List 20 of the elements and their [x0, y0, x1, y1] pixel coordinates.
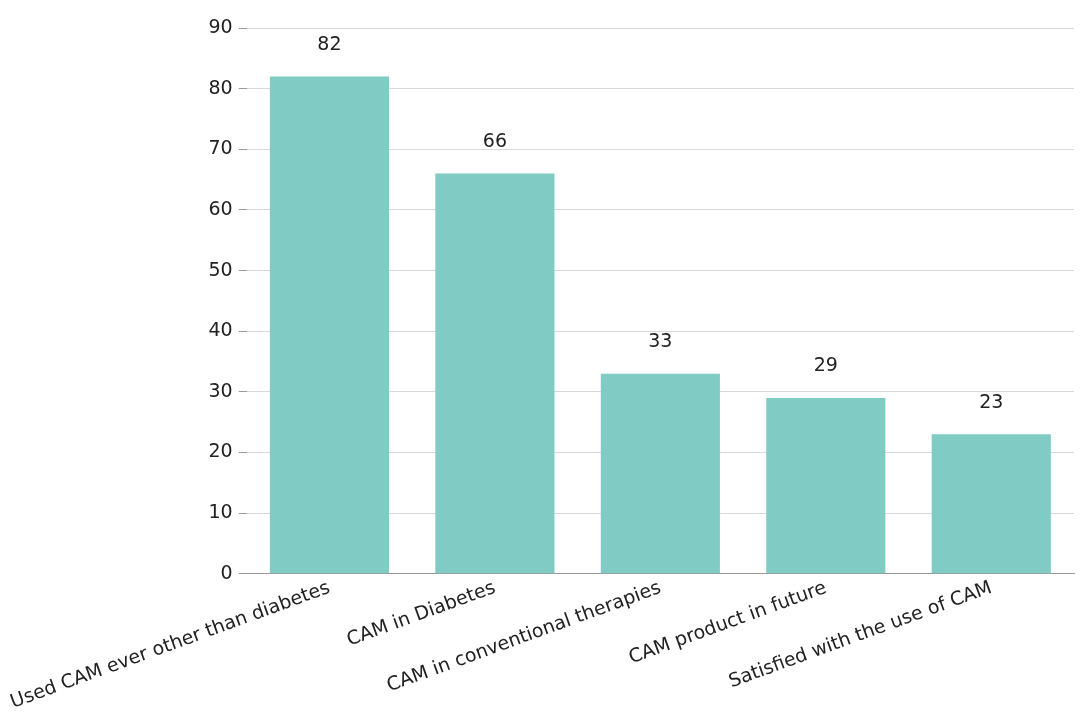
data-label: 66: [482, 128, 507, 151]
bar: [269, 76, 389, 574]
y-tick-label: 70: [208, 136, 233, 159]
y-tick-label: 0: [220, 560, 233, 583]
y-tick-label: 50: [208, 257, 233, 280]
y-tick-label: 40: [208, 318, 233, 341]
data-label: 29: [813, 353, 838, 376]
bar: [931, 434, 1051, 574]
bar: [435, 173, 555, 574]
data-label: 33: [648, 329, 673, 352]
y-tick-label: 80: [208, 75, 233, 98]
bar: [766, 397, 886, 574]
data-label: 23: [979, 389, 1004, 412]
bar: [600, 373, 720, 574]
data-label: 82: [317, 31, 342, 54]
y-tick-label: 90: [208, 14, 233, 37]
y-tick-label: 30: [208, 378, 233, 401]
y-tick-label: 20: [208, 439, 233, 462]
y-tick-label: 60: [208, 196, 233, 219]
y-tick-label: 10: [208, 500, 233, 523]
